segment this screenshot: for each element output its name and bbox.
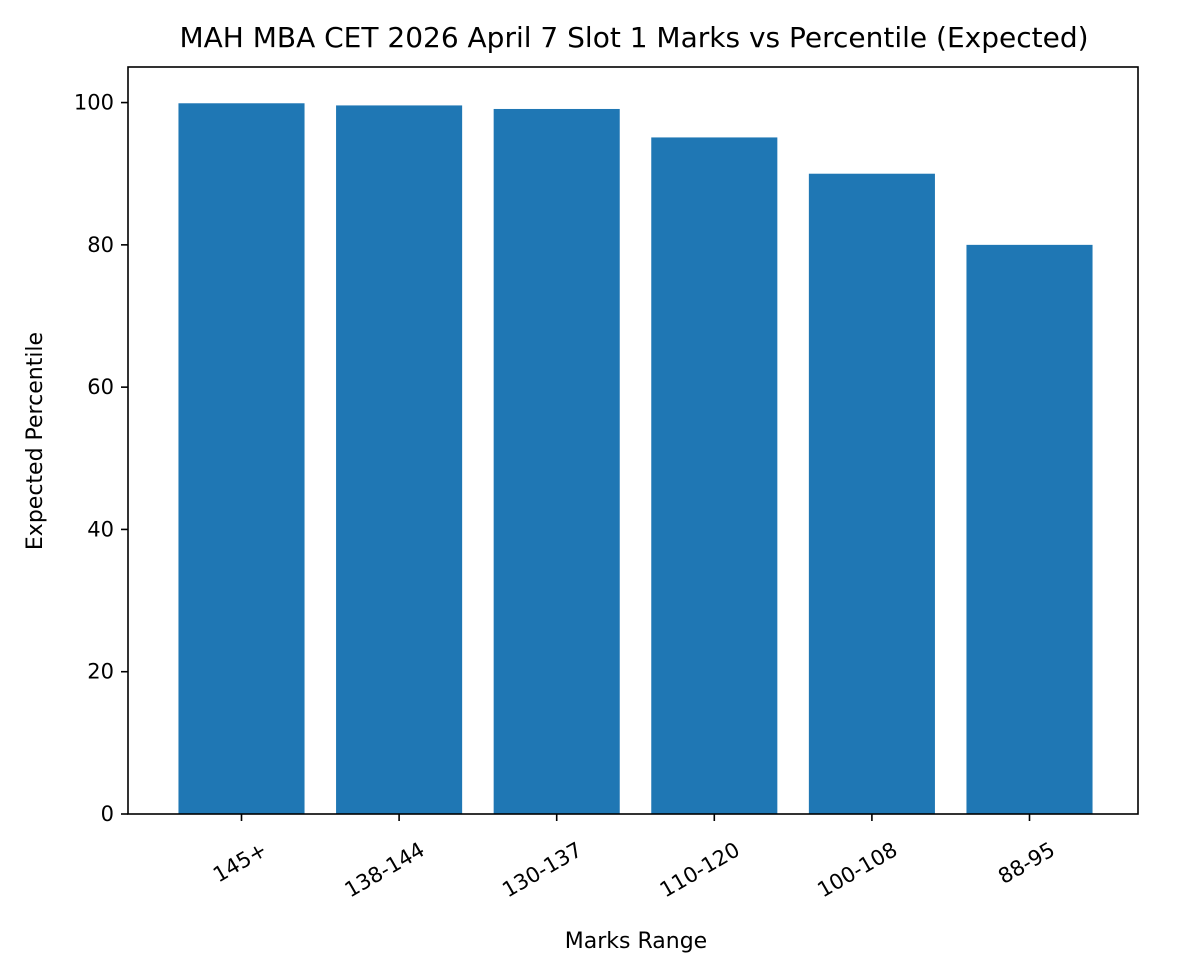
y-tick-label: 60 (87, 375, 114, 399)
x-tick-label: 110-120 (656, 838, 744, 903)
chart-title: MAH MBA CET 2026 April 7 Slot 1 Marks vs… (179, 21, 1088, 54)
bar-3 (651, 137, 778, 814)
y-tick-label: 0 (101, 802, 114, 826)
plot-frame (127, 66, 1139, 815)
y-tick-label: 20 (87, 660, 114, 684)
x-tick-label: 145+ (209, 838, 271, 888)
bar-4 (808, 173, 935, 814)
bar-0 (178, 103, 305, 814)
y-tick-label: 40 (87, 517, 114, 541)
x-axis-label: Marks Range (565, 929, 707, 954)
y-tick-label: 80 (87, 233, 114, 257)
x-tick-label: 100-108 (813, 838, 901, 903)
x-tick-label: 88-95 (994, 838, 1059, 889)
bar-5 (966, 244, 1093, 815)
x-tick-label: 138-144 (341, 838, 429, 903)
y-axis-label: Expected Percentile (23, 332, 48, 550)
y-tick-label: 100 (74, 91, 114, 115)
bars-group (178, 103, 1093, 815)
bar-1 (336, 105, 463, 815)
x-tick-label: 130-137 (498, 838, 586, 903)
bar-2 (493, 108, 620, 815)
